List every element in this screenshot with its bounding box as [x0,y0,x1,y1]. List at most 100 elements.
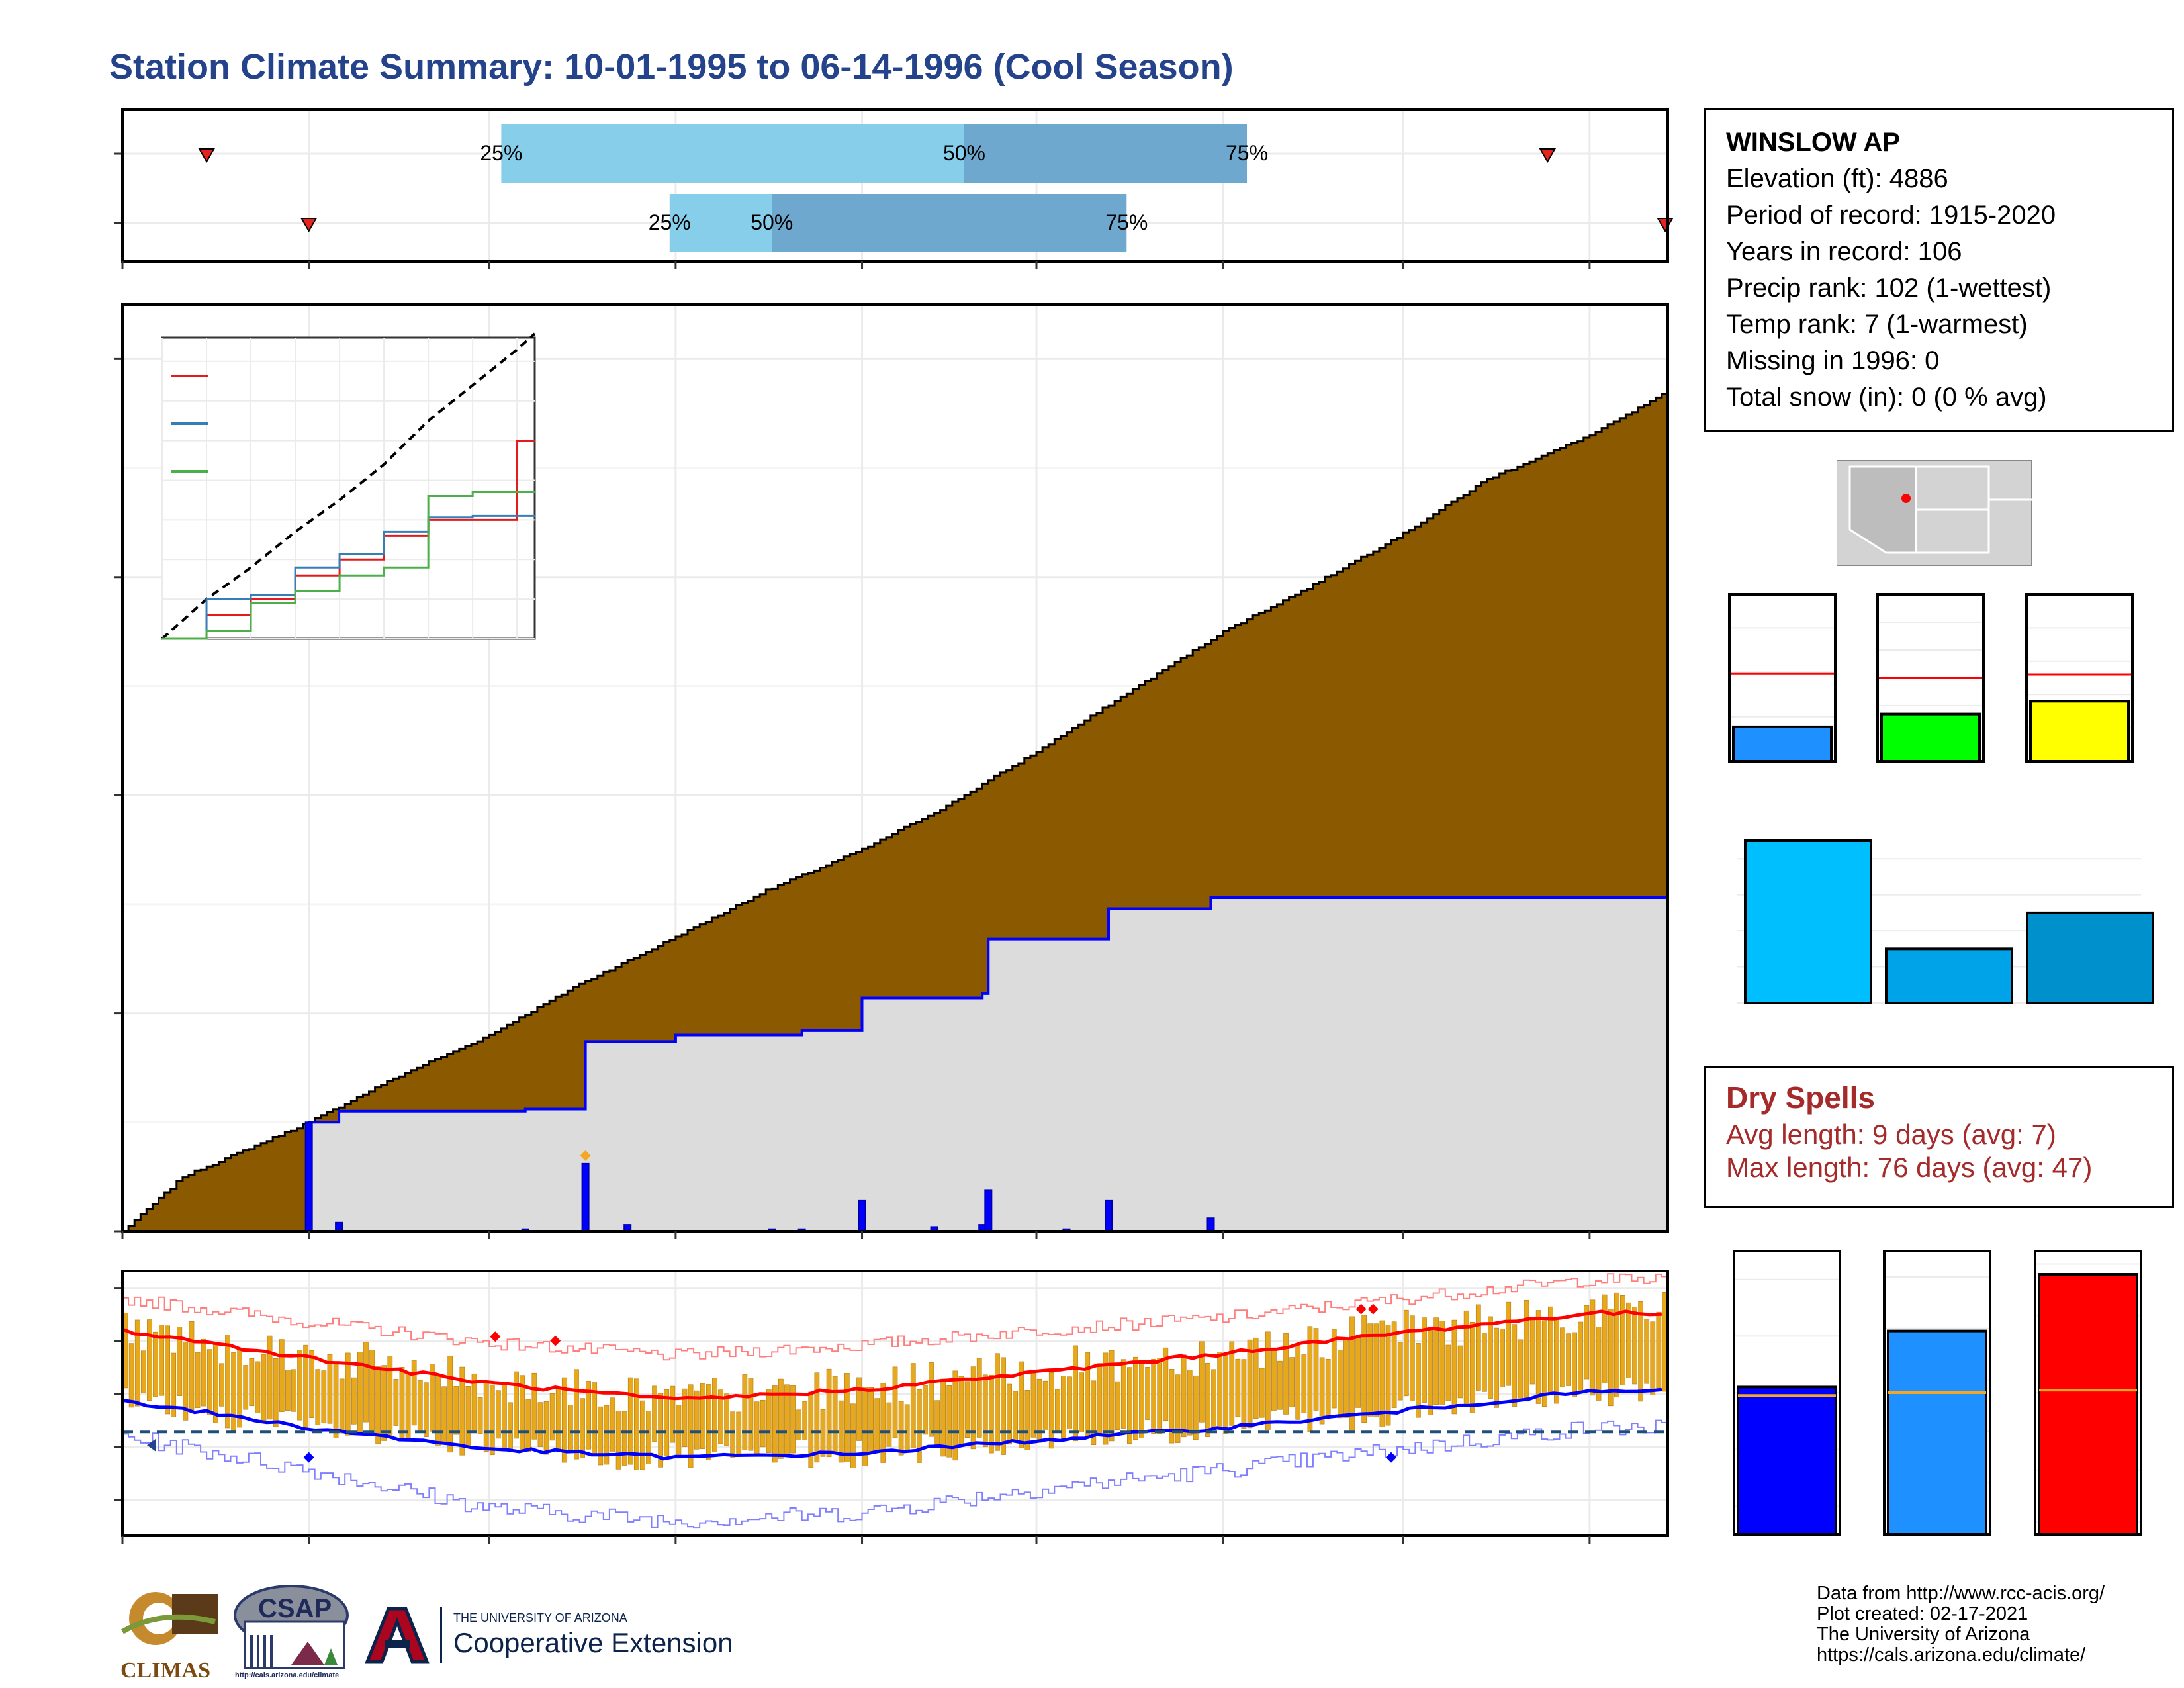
panel-border [1733,1250,1841,1536]
daily-temp-bar [1524,1299,1529,1402]
daily-temp-bar [333,1363,339,1438]
summary-bar-panels [1728,593,2134,763]
freeze-arrow-icon [147,1438,156,1452]
daily-temp-bar [1337,1350,1343,1419]
daily-temp-bar [489,1384,495,1456]
timing-pct-label: 75% [1226,141,1268,165]
daily-temp-bar [279,1339,285,1412]
daily-temp-bar [1554,1317,1559,1404]
daily-temp-bar [140,1350,146,1393]
daily-temp-bar [658,1393,664,1468]
daily-temp-bar [1067,1376,1072,1430]
daily-temp-bar [393,1379,399,1426]
daily-temp-bar [1560,1327,1565,1387]
daily-temp-bar [1506,1301,1512,1386]
daily-temp-bar [904,1404,910,1451]
daily-temp-bar [760,1400,766,1448]
daily-temp-bar [946,1385,952,1458]
daily-temp-bar [1608,1309,1614,1407]
daily-temp-bar [327,1354,333,1424]
daily-temp-bar [748,1378,754,1451]
daily-temp-bar [1024,1390,1030,1451]
daily-temp-bar [1518,1339,1524,1401]
daily-temp-bar [898,1401,904,1456]
daily-temp-bar [598,1406,604,1466]
station-elevation: Elevation (ft): 4886 [1726,164,1948,193]
daily-temp-bar [1422,1317,1427,1403]
daily-temp-bar [1541,1320,1547,1407]
daily-temp-bar [514,1371,519,1439]
dry-spells-avg: Avg length: 9 days (avg: 7) [1726,1119,2056,1150]
daily-temp-bar [1662,1291,1668,1392]
timing-bar-q1-1 [669,194,772,252]
daily-temp-bar [1566,1333,1571,1386]
daily-temp-bar [1235,1358,1241,1417]
daily-temp-bar [1482,1333,1487,1392]
daily-temp-bar [483,1382,489,1452]
daily-temp-bar [724,1393,729,1446]
daily-temp-bar [1289,1357,1295,1407]
daily-precip-bar [1105,1199,1113,1232]
daily-temp-bar [453,1386,459,1435]
daily-temp-bar [1175,1374,1181,1443]
daily-temp-bar [1451,1319,1457,1415]
daily-temp-bar [381,1365,387,1441]
daily-temp-bar [982,1374,988,1448]
daily-temp-bar [1500,1329,1505,1387]
ua-big-text: Cooperative Extension [453,1627,733,1658]
daily-temp-bar [285,1370,291,1411]
daily-temp-bar [1397,1342,1403,1401]
daily-temp-bar [688,1384,694,1468]
daily-temp-bar [802,1401,808,1440]
daily-temp-bar [694,1390,700,1450]
daily-temp-bar [627,1377,633,1465]
daily-temp-bar [1433,1317,1439,1405]
daily-temp-bar [814,1372,820,1463]
daily-temp-bar [1097,1363,1103,1434]
daily-temp-bar [291,1369,296,1412]
daily-temp-bar [1223,1354,1229,1434]
daily-temp-bar [423,1382,429,1437]
daily-temp-bar [459,1366,465,1456]
daily-temp-bar [508,1402,513,1450]
daily-temp-bar [1403,1309,1409,1397]
daily-temp-bar [1391,1321,1397,1408]
daily-temp-bar [1349,1316,1355,1431]
timing-pct-label: 50% [943,141,985,165]
daily-temp-bar [183,1342,189,1421]
daily-temp-bar [1019,1361,1024,1448]
credit-university: The University of Arizona [1817,1624,2030,1645]
daily-temp-bar [543,1401,549,1455]
daily-temp-bar [1042,1380,1048,1430]
daily-temp-bar [736,1411,742,1456]
csap-url: http://cals.arizona.edu/climate [235,1671,340,1679]
events-bar-0 [1744,839,1872,1004]
inset-bg [161,336,536,640]
daily-temp-bar [1169,1369,1175,1444]
panel-border [1883,1250,1991,1536]
daily-temp-bar [231,1352,236,1431]
daily-temp-bar [1199,1341,1205,1423]
station-snow: Total snow (in): 0 (0 % avg) [1726,383,2047,412]
daily-temp-bar [1187,1370,1193,1436]
daily-temp-bar [670,1385,676,1443]
daily-temp-bar [1061,1376,1066,1439]
daily-temp-bar [1385,1325,1391,1426]
daily-temp-bar [916,1389,922,1463]
daily-temp-bar [923,1385,928,1435]
daily-temp-bar [375,1366,381,1444]
daily-temp-bar [706,1384,711,1460]
daily-temp-bar [892,1366,898,1438]
timing-plot-border [121,108,1669,263]
daily-temp-bar [1445,1344,1451,1401]
daily-temp-bar [646,1411,651,1464]
daily-temp-bar [411,1360,417,1426]
daily-temp-bar [189,1321,195,1411]
daily-temp-bar [122,1313,128,1389]
daily-temp-bar [580,1398,585,1458]
daily-temp-bar [502,1385,507,1448]
daily-temp-bar [1133,1356,1138,1440]
daily-temp-bar [273,1358,279,1427]
daily-temp-bar [297,1350,302,1421]
station-name: WINSLOW AP [1726,128,1900,157]
